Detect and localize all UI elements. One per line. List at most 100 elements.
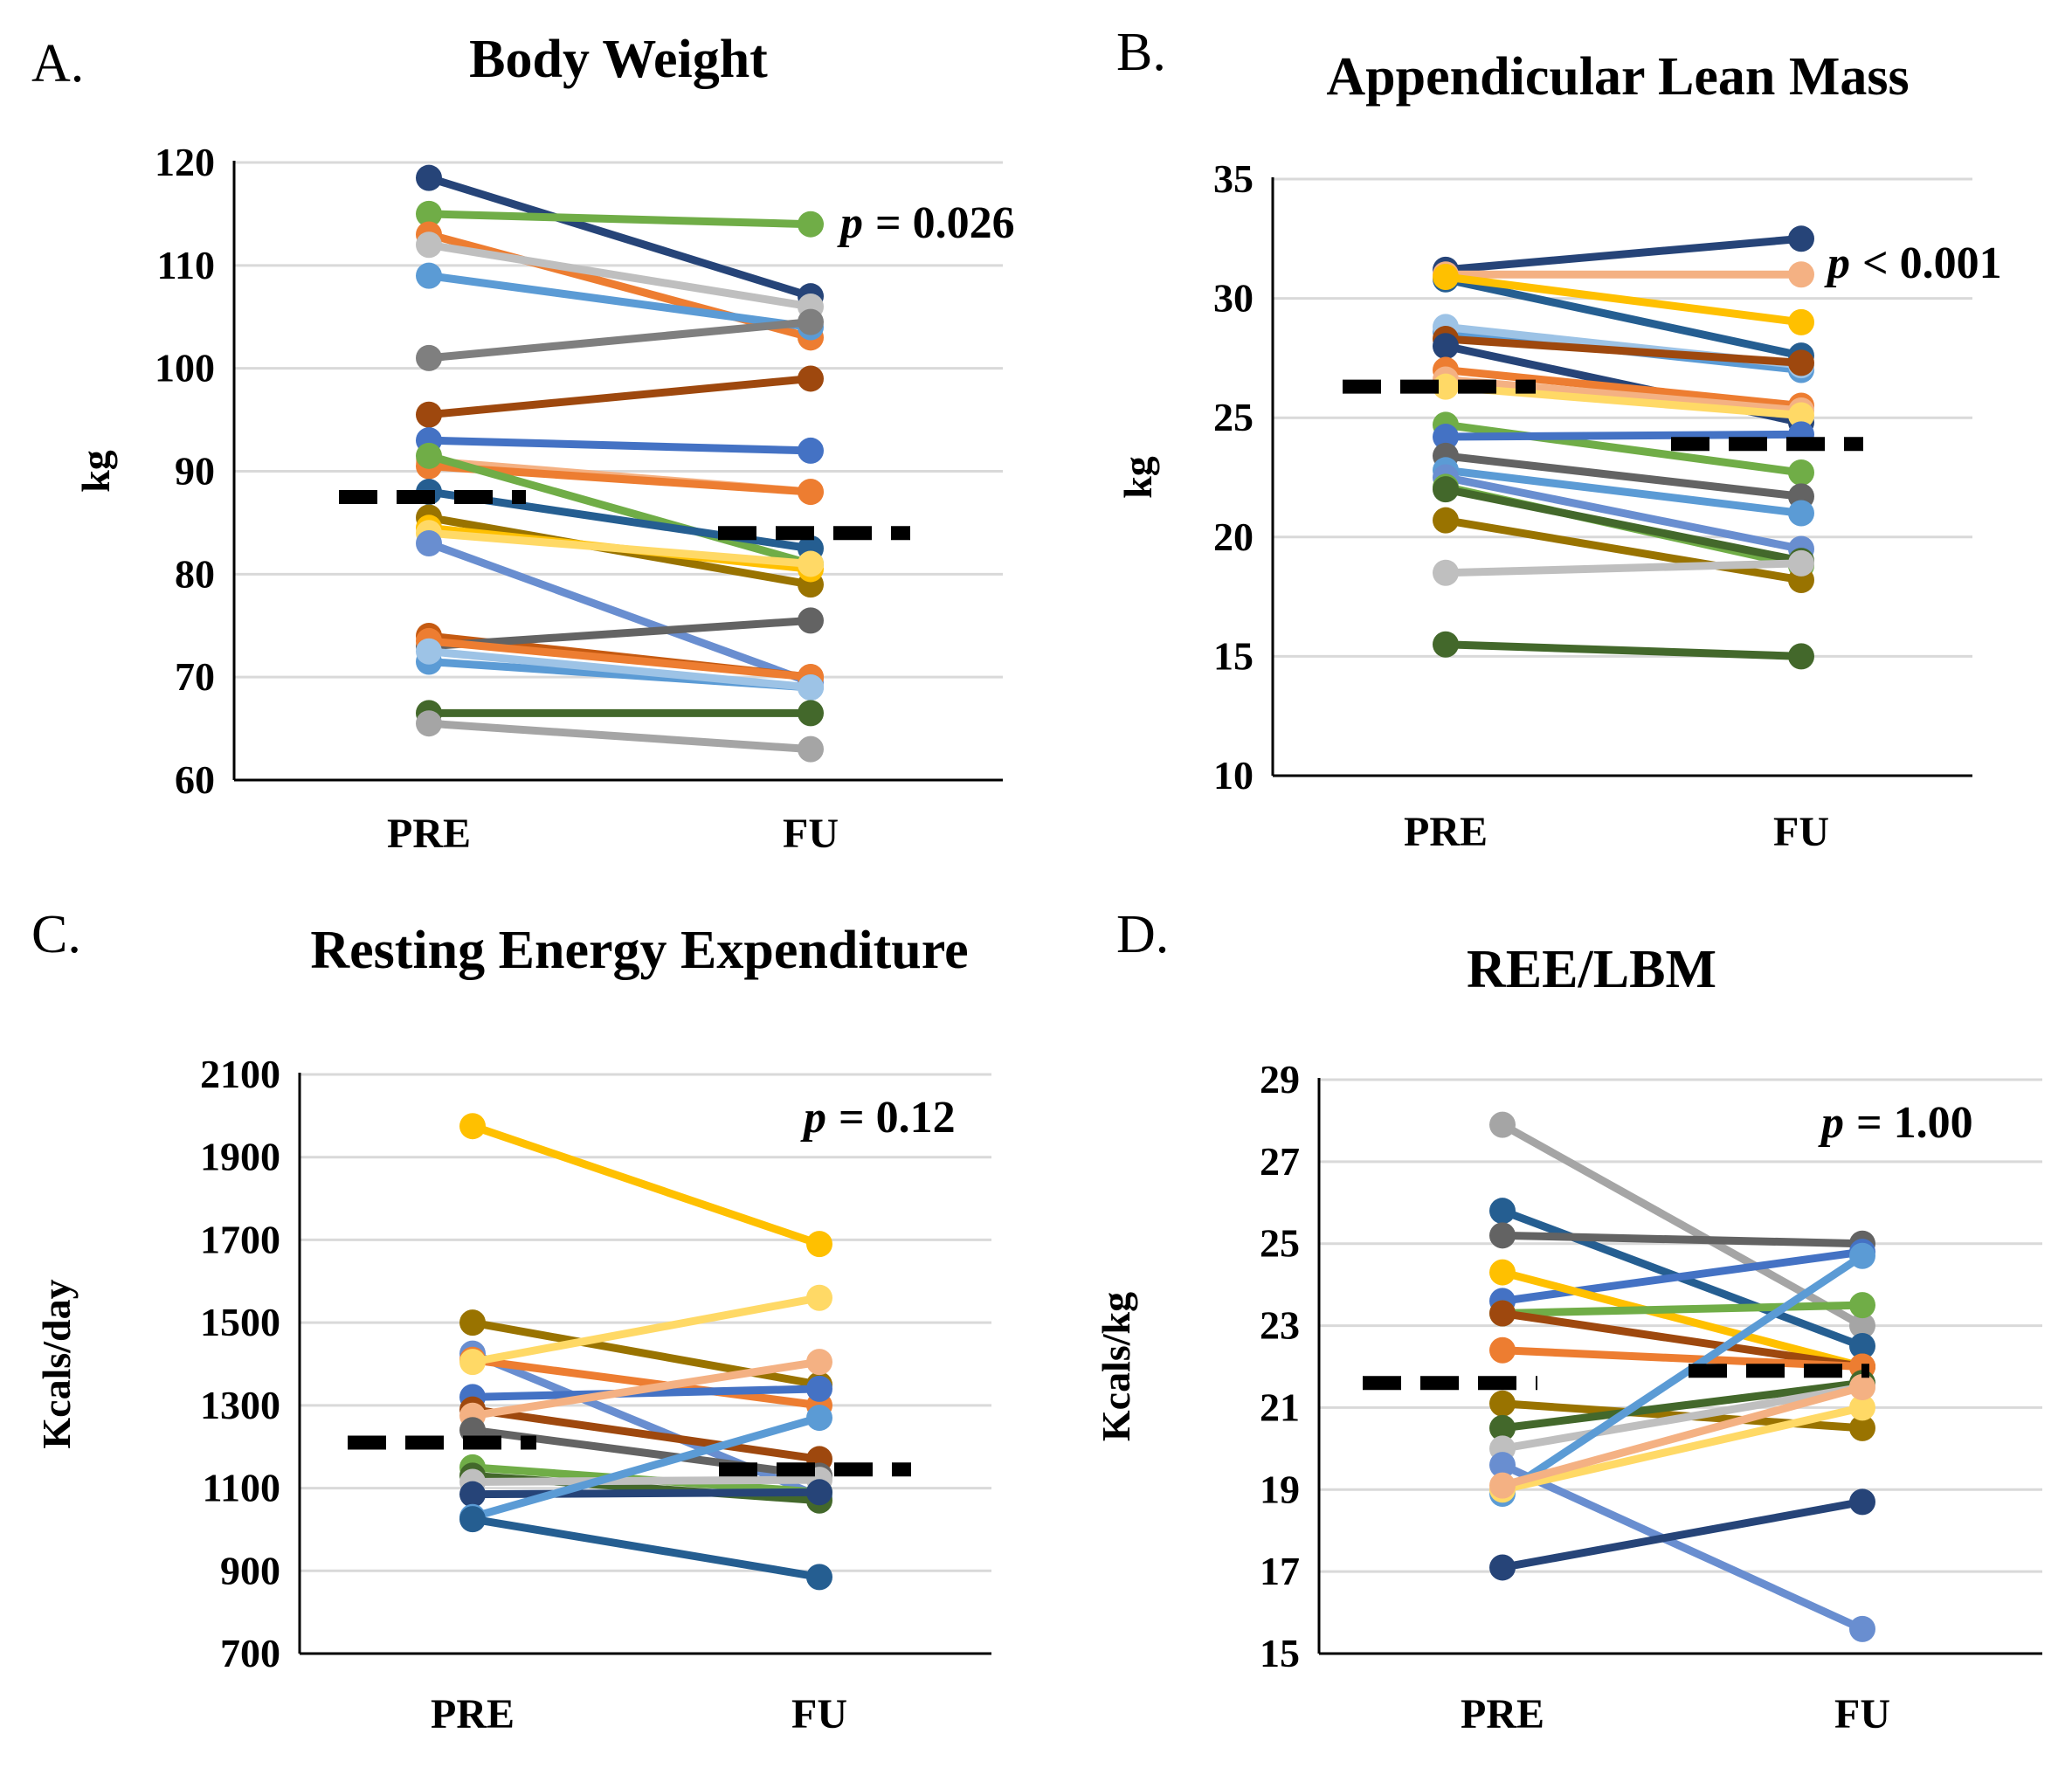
series-4 — [1433, 264, 1814, 335]
data-point — [1788, 549, 1814, 577]
series-22 — [416, 700, 824, 727]
data-point — [1489, 1111, 1516, 1138]
series-line — [1441, 430, 1806, 441]
y-tick-label: 20 — [1213, 515, 1254, 559]
data-point — [1433, 559, 1459, 586]
panel-letter: D. — [1116, 905, 1169, 964]
series-line — [425, 528, 815, 569]
series-line — [468, 1488, 824, 1499]
data-point — [1849, 1373, 1875, 1400]
data-point — [1788, 500, 1814, 527]
series-line — [425, 318, 815, 363]
x-category-label: PRE — [431, 1691, 515, 1737]
series-2 — [416, 200, 824, 238]
y-axis-label: kg — [73, 450, 118, 493]
series-line — [425, 374, 815, 419]
series-line — [468, 1405, 824, 1463]
y-tick-label: 10 — [1213, 753, 1254, 798]
series-12 — [1489, 1452, 1875, 1642]
y-tick-label: 110 — [157, 243, 215, 287]
y-tick-label: 23 — [1260, 1303, 1300, 1348]
data-point — [459, 1349, 486, 1376]
data-point — [1849, 1312, 1875, 1339]
series-line — [1498, 1346, 1867, 1371]
y-tick-label: 1100 — [203, 1466, 280, 1510]
data-point — [806, 1231, 832, 1258]
series-line — [425, 174, 815, 300]
data-point — [806, 1375, 832, 1402]
data-point — [1433, 424, 1459, 451]
data-point — [806, 1564, 832, 1591]
series-line — [425, 240, 815, 311]
data-point — [798, 607, 824, 634]
data-point — [459, 1481, 486, 1508]
series-line — [468, 1356, 824, 1410]
series-line — [1498, 1268, 1867, 1371]
y-tick-label: 1700 — [200, 1217, 280, 1261]
data-point — [459, 1506, 486, 1533]
series-line — [1498, 1383, 1867, 1490]
data-point — [416, 529, 442, 556]
data-point — [798, 673, 824, 701]
data-point — [1788, 459, 1814, 487]
y-tick-label: 2100 — [200, 1052, 280, 1096]
data-point — [1489, 1414, 1516, 1441]
series-line — [1498, 1497, 1867, 1571]
y-tick-label: 80 — [175, 551, 215, 596]
series-line — [1441, 473, 1806, 553]
data-point — [416, 262, 442, 289]
series-line — [1498, 1247, 1867, 1305]
series-5 — [459, 1284, 832, 1376]
data-point — [1433, 476, 1459, 503]
y-tick-label: 29 — [1260, 1057, 1300, 1102]
series-line — [468, 1122, 824, 1248]
data-point — [798, 736, 824, 763]
panel-letter: C. — [31, 905, 81, 964]
data-point — [1849, 1292, 1875, 1319]
x-category-label: FU — [783, 811, 839, 857]
series-line — [1441, 383, 1806, 419]
y-axis-label: kg — [1115, 456, 1160, 499]
data-point — [1788, 349, 1814, 376]
data-point — [1849, 1414, 1875, 1441]
data-point — [1489, 1452, 1516, 1479]
data-point — [798, 700, 824, 727]
data-point — [1849, 1242, 1875, 1269]
series-line — [1498, 1461, 1867, 1633]
series-line — [468, 1357, 824, 1420]
y-tick-label: 70 — [175, 654, 215, 699]
series-line — [1441, 273, 1806, 327]
series-line — [1441, 375, 1806, 415]
data-point — [798, 365, 824, 392]
data-point — [1489, 1198, 1516, 1225]
series-line — [468, 1413, 824, 1522]
series-line — [425, 452, 815, 569]
y-tick-label: 900 — [220, 1548, 280, 1592]
series-13 — [459, 1479, 832, 1508]
y-tick-label: 25 — [1260, 1221, 1300, 1266]
y-tick-label: 21 — [1260, 1385, 1300, 1429]
data-point — [1489, 1300, 1516, 1327]
series-line — [468, 1515, 824, 1581]
data-point — [416, 710, 442, 737]
series-line — [425, 647, 815, 692]
series-line — [1441, 466, 1806, 517]
data-point — [416, 638, 442, 665]
data-point — [1489, 1554, 1516, 1581]
series-20 — [1433, 549, 1814, 586]
series-line — [1441, 335, 1806, 367]
x-category-label: FU — [1773, 809, 1829, 855]
data-point — [806, 1349, 832, 1376]
series-8 — [416, 427, 824, 464]
series-21 — [1433, 631, 1814, 670]
series-line — [1498, 1383, 1867, 1453]
series-line — [425, 637, 815, 681]
data-point — [1489, 1336, 1516, 1364]
p-value-label: p = 1.00 — [1818, 1098, 1973, 1148]
y-axis-label: Kcals/day — [34, 1279, 79, 1448]
series-line — [468, 1475, 824, 1486]
y-tick-label: 60 — [175, 757, 215, 802]
series-line — [1498, 1252, 1867, 1498]
y-tick-label: 700 — [220, 1631, 280, 1675]
